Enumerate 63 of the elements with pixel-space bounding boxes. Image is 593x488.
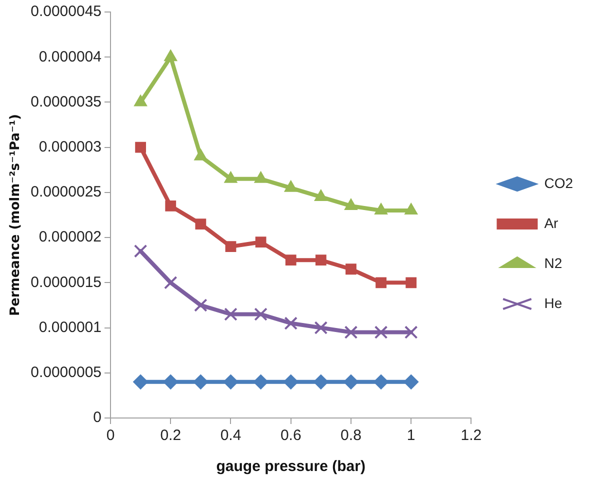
y-tick-label: 0.000004 <box>38 48 102 66</box>
point <box>344 326 358 339</box>
point <box>135 142 146 153</box>
point <box>194 148 208 160</box>
legend-label: He <box>544 294 562 311</box>
point <box>134 94 148 106</box>
point <box>164 276 178 290</box>
y-tick-label: 0.0000005 <box>30 364 102 382</box>
point <box>284 316 298 330</box>
x-tick-label: 1.2 <box>460 427 482 444</box>
point <box>163 374 178 390</box>
point <box>404 374 419 390</box>
x-tick-label: 0.6 <box>280 427 302 444</box>
point <box>314 189 328 201</box>
y-tick-label: 0.0000025 <box>30 184 102 201</box>
y-tick-label: 0.000002 <box>38 228 102 246</box>
point <box>314 321 328 334</box>
x-axis-title: gauge pressure (bar) <box>216 458 366 476</box>
y-tick-label: 0.0000045 <box>30 3 102 20</box>
point <box>313 374 328 390</box>
legend-label: Ar <box>544 214 559 231</box>
legend-label: N2 <box>544 254 562 271</box>
x-tick-label: 0 <box>106 427 115 444</box>
y-tick-label: 0.0000015 <box>30 274 102 291</box>
point <box>194 298 208 312</box>
y-tick-label: 0.0000035 <box>30 93 102 110</box>
y-axis-title: Permeance (molm⁻²s⁻¹Pa⁻¹) <box>8 114 24 316</box>
point <box>404 202 418 214</box>
point <box>255 236 266 248</box>
point <box>165 200 176 212</box>
point <box>284 180 298 192</box>
point <box>254 171 268 183</box>
point <box>224 308 238 321</box>
legend-label: CO2 <box>544 174 574 191</box>
point <box>374 202 388 214</box>
point <box>404 326 418 339</box>
point <box>406 277 417 288</box>
y-tick-label: 0.000001 <box>38 318 102 336</box>
point <box>164 50 178 62</box>
point <box>346 264 356 275</box>
point <box>254 308 268 321</box>
x-tick-label: 0.8 <box>340 427 362 444</box>
point <box>374 374 389 390</box>
y-tick-label: 0.000003 <box>38 138 102 156</box>
point <box>374 326 388 339</box>
point <box>223 374 238 390</box>
point <box>283 374 298 390</box>
point <box>224 171 238 183</box>
x-tick-label: 0.2 <box>160 427 182 444</box>
point <box>225 241 236 252</box>
point <box>343 374 358 390</box>
x-tick-label: 0.4 <box>220 427 242 444</box>
point <box>133 374 148 390</box>
point <box>195 218 206 230</box>
point <box>376 277 386 288</box>
point <box>193 374 208 390</box>
point <box>253 374 268 390</box>
point <box>285 254 296 266</box>
point <box>315 254 326 266</box>
point <box>134 244 148 258</box>
y-tick-label: 0 <box>93 409 102 426</box>
x-tick-label: 1 <box>406 427 416 444</box>
point <box>344 198 358 210</box>
